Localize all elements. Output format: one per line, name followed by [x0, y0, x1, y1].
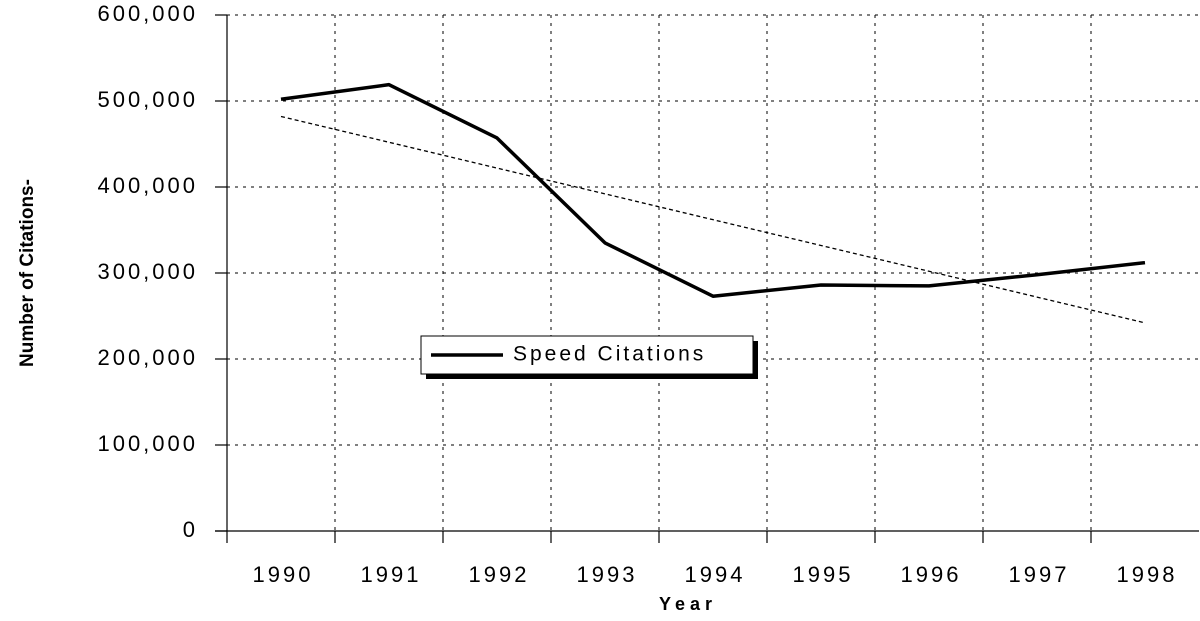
y-tick-label: 0 — [183, 517, 198, 542]
x-tick-label: 1998 — [1117, 562, 1178, 587]
x-tick-label: 1991 — [361, 562, 422, 587]
y-axis-label: Number of Citations- — [17, 179, 38, 367]
x-tick-label: 1995 — [793, 562, 854, 587]
x-tick-label: 1994 — [685, 562, 746, 587]
series-line — [280, 82, 1146, 298]
y-tick-label: 200,000 — [97, 345, 198, 370]
y-tick-label: 400,000 — [97, 173, 198, 198]
x-tick-label: 1996 — [901, 562, 962, 587]
y-tick-label: 100,000 — [97, 431, 198, 456]
x-tick-label: 1993 — [577, 562, 638, 587]
x-axis-label: Year — [659, 594, 717, 614]
x-tick-label: 1990 — [253, 562, 314, 587]
trendline — [280, 115, 1146, 324]
y-tick-label: 600,000 — [97, 1, 198, 26]
x-tick-label: 1997 — [1009, 562, 1070, 587]
y-tick-label: 500,000 — [97, 87, 198, 112]
legend-label: Speed Citations — [513, 343, 706, 366]
x-tick-label: 1992 — [469, 562, 530, 587]
y-tick-label: 300,000 — [97, 259, 198, 284]
